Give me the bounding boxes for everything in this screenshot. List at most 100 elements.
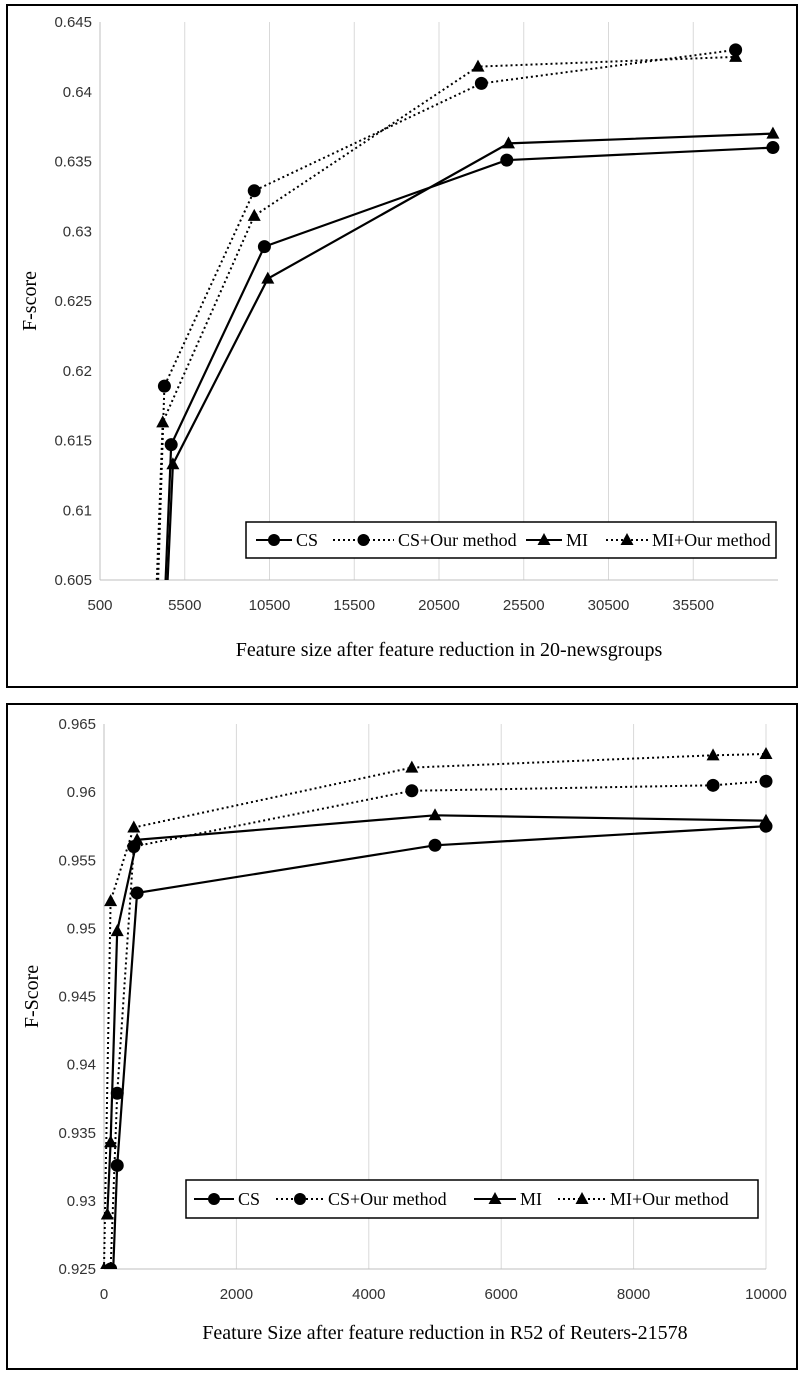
legend-label-cs-our-method: CS+Our method bbox=[398, 530, 517, 550]
point-mi-our-method bbox=[127, 820, 141, 833]
x-tick-label: 6000 bbox=[485, 1286, 518, 1303]
series-group bbox=[100, 746, 773, 1269]
point-cs-our-method bbox=[247, 184, 261, 198]
y-axis-title: F-score bbox=[19, 271, 41, 331]
point-mi bbox=[759, 813, 773, 826]
series-line-mi bbox=[166, 132, 773, 580]
x-tick-label: 0 bbox=[100, 1286, 108, 1303]
point-cs-our-method bbox=[405, 784, 419, 798]
x-tick-label: 10500 bbox=[249, 597, 291, 614]
series-line-cs bbox=[164, 146, 773, 580]
y-tick-label: 0.94 bbox=[67, 1057, 96, 1074]
x-tick-label: 20500 bbox=[418, 597, 460, 614]
point-mi bbox=[130, 832, 144, 845]
point-cs-our-method bbox=[104, 1262, 118, 1269]
chart-svg-r52-reuters: 0 2000 4000 6000 8000 10000 0.925 0.93 0.935 0.94… bbox=[21, 716, 787, 1344]
legend-marker-mi bbox=[488, 1192, 502, 1204]
legend-marker-mi-our-method bbox=[575, 1192, 589, 1204]
point-cs bbox=[130, 886, 144, 900]
point-mi bbox=[104, 1135, 118, 1148]
point-mi-our-method bbox=[247, 208, 261, 221]
x-axis-title: Feature size after feature reduction in … bbox=[236, 639, 663, 661]
y-tick-label: 0.63 bbox=[63, 223, 92, 240]
series-line-mi-our-method bbox=[103, 753, 767, 1269]
y-tick-label: 0.605 bbox=[54, 572, 92, 589]
y-tick-label: 0.625 bbox=[54, 293, 92, 310]
point-cs bbox=[164, 438, 178, 452]
chart-panel-20-newsgroups: 500 5500 10500 15500 20500 25500 30500 35500 0.6… bbox=[6, 4, 798, 688]
legend-marker-cs-our-method bbox=[294, 1193, 306, 1205]
legend-marker-cs bbox=[208, 1193, 220, 1205]
series-line-mi-our-method bbox=[155, 55, 736, 580]
legend-marker-cs-our-method bbox=[357, 534, 370, 546]
point-mi-our-method bbox=[471, 59, 485, 72]
x-tick-label: 500 bbox=[87, 597, 112, 614]
legend-label-cs: CS bbox=[296, 530, 318, 550]
point-mi-our-method bbox=[405, 760, 419, 773]
point-cs-our-method bbox=[110, 1086, 124, 1100]
x-tick-label: 35500 bbox=[672, 597, 714, 614]
point-cs-our-method bbox=[759, 774, 773, 788]
x-tick-label: 25500 bbox=[503, 597, 545, 614]
y-tick-label: 0.635 bbox=[54, 154, 92, 171]
legend-label-mi: MI bbox=[566, 530, 588, 550]
point-cs bbox=[500, 153, 514, 167]
y-tick-label: 0.93 bbox=[67, 1193, 96, 1210]
y-tick-label: 0.62 bbox=[63, 363, 92, 380]
series-line-cs bbox=[112, 825, 767, 1269]
point-mi-our-method bbox=[759, 746, 773, 759]
chart-panel-r52-reuters: 0 2000 4000 6000 8000 10000 0.925 0.93 0.935 0.94… bbox=[6, 703, 798, 1370]
point-mi bbox=[166, 457, 180, 470]
x-tick-label: 30500 bbox=[588, 597, 630, 614]
legend-box bbox=[245, 521, 777, 559]
x-tick-label: 8000 bbox=[617, 1286, 650, 1303]
point-cs-our-method bbox=[474, 76, 488, 90]
point-mi-our-method bbox=[104, 894, 118, 907]
series-line-mi bbox=[106, 814, 767, 1215]
y-tick-label: 0.925 bbox=[58, 1261, 96, 1278]
x-tick-label: 10000 bbox=[745, 1286, 787, 1303]
y-tick-label: 0.615 bbox=[54, 433, 92, 450]
y-axis-title: F-Score bbox=[21, 965, 43, 1028]
point-mi bbox=[100, 1207, 114, 1220]
legend-label-cs: CS bbox=[238, 1189, 260, 1209]
legend-label-mi-our-method: MI+Our method bbox=[652, 530, 771, 550]
legend-marker-mi bbox=[537, 533, 551, 545]
point-mi bbox=[110, 924, 124, 937]
point-mi bbox=[261, 271, 275, 284]
legend-marker-mi-our-method bbox=[620, 533, 634, 545]
series-group bbox=[155, 43, 780, 580]
point-cs bbox=[428, 838, 442, 852]
y-tick-label: 0.955 bbox=[58, 852, 96, 869]
y-tick-label: 0.95 bbox=[67, 920, 96, 937]
point-mi bbox=[501, 136, 515, 149]
y-tick-label: 0.96 bbox=[67, 784, 96, 801]
series-line-cs-our-method bbox=[109, 780, 767, 1269]
y-tick-label: 0.965 bbox=[58, 716, 96, 733]
series-line-cs-our-method bbox=[157, 48, 736, 580]
point-mi-our-method bbox=[100, 1262, 108, 1269]
legend-label-mi: MI bbox=[520, 1189, 542, 1209]
legend-marker-cs bbox=[268, 534, 280, 546]
point-cs bbox=[110, 1158, 124, 1172]
x-tick-label: 4000 bbox=[352, 1286, 385, 1303]
point-cs-our-method bbox=[157, 379, 171, 393]
point-mi-our-method bbox=[729, 49, 743, 62]
point-cs bbox=[257, 240, 271, 254]
y-tick-label: 0.945 bbox=[58, 989, 96, 1006]
legend-label-cs-our-method: CS+Our method bbox=[328, 1189, 447, 1209]
y-tick-label: 0.61 bbox=[63, 502, 92, 519]
point-mi bbox=[428, 808, 442, 821]
x-axis-title: Feature Size after feature reduction in … bbox=[202, 1322, 687, 1344]
point-mi-our-method bbox=[156, 415, 170, 428]
x-tick-label: 2000 bbox=[220, 1286, 253, 1303]
y-tick-label: 0.645 bbox=[54, 14, 92, 31]
x-tick-label: 5500 bbox=[168, 597, 201, 614]
x-tick-label: 15500 bbox=[333, 597, 375, 614]
y-tick-label: 0.64 bbox=[63, 84, 92, 101]
chart-svg-20-newsgroups: 500 5500 10500 15500 20500 25500 30500 35500 0.6… bbox=[19, 14, 780, 661]
legend-label-mi-our-method: MI+Our method bbox=[610, 1189, 729, 1209]
point-cs bbox=[766, 141, 780, 155]
point-cs-our-method bbox=[706, 778, 720, 792]
point-mi-our-method bbox=[706, 748, 720, 761]
